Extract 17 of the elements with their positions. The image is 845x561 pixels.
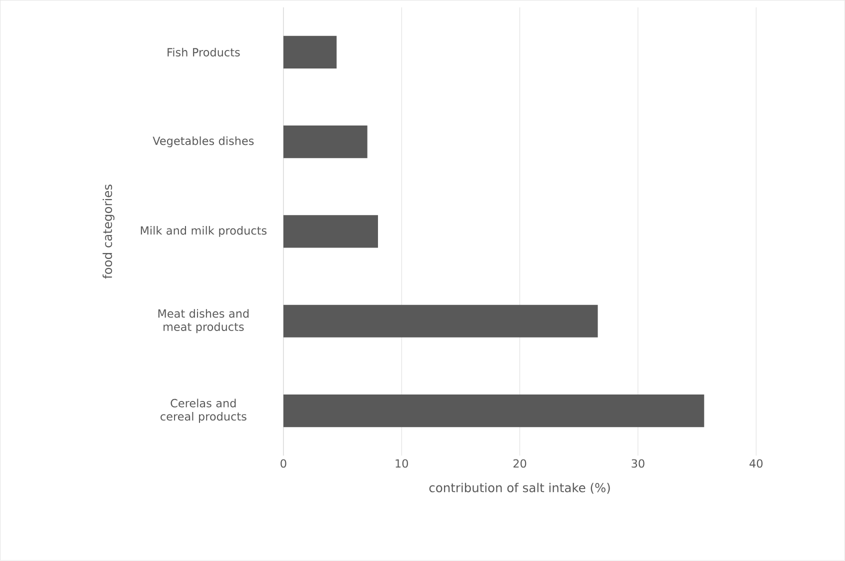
x-tick-label: 20 [513,459,526,468]
x-tick-label: 30 [632,459,644,468]
bar [283,36,337,69]
y-tick-label: Fish Products [168,48,240,57]
y-tick-label: Cerelas and cereal products [160,398,246,423]
y-tick-label: Vegetables dishes [152,136,254,148]
x-axis-title: contribution of salt intake (%) [429,482,610,494]
bar [283,394,704,428]
bar [283,304,598,338]
x-tick-label: 10 [396,459,408,468]
x-tick-label: 40 [750,459,763,468]
y-tick-label: Meat dishes and meat products [158,309,249,334]
x-tick-label: 0 [280,459,286,468]
bar [283,126,368,158]
bar [283,215,378,248]
y-axis-title: food categories [102,184,114,279]
y-tick-label: Milk and milk products [140,226,267,238]
